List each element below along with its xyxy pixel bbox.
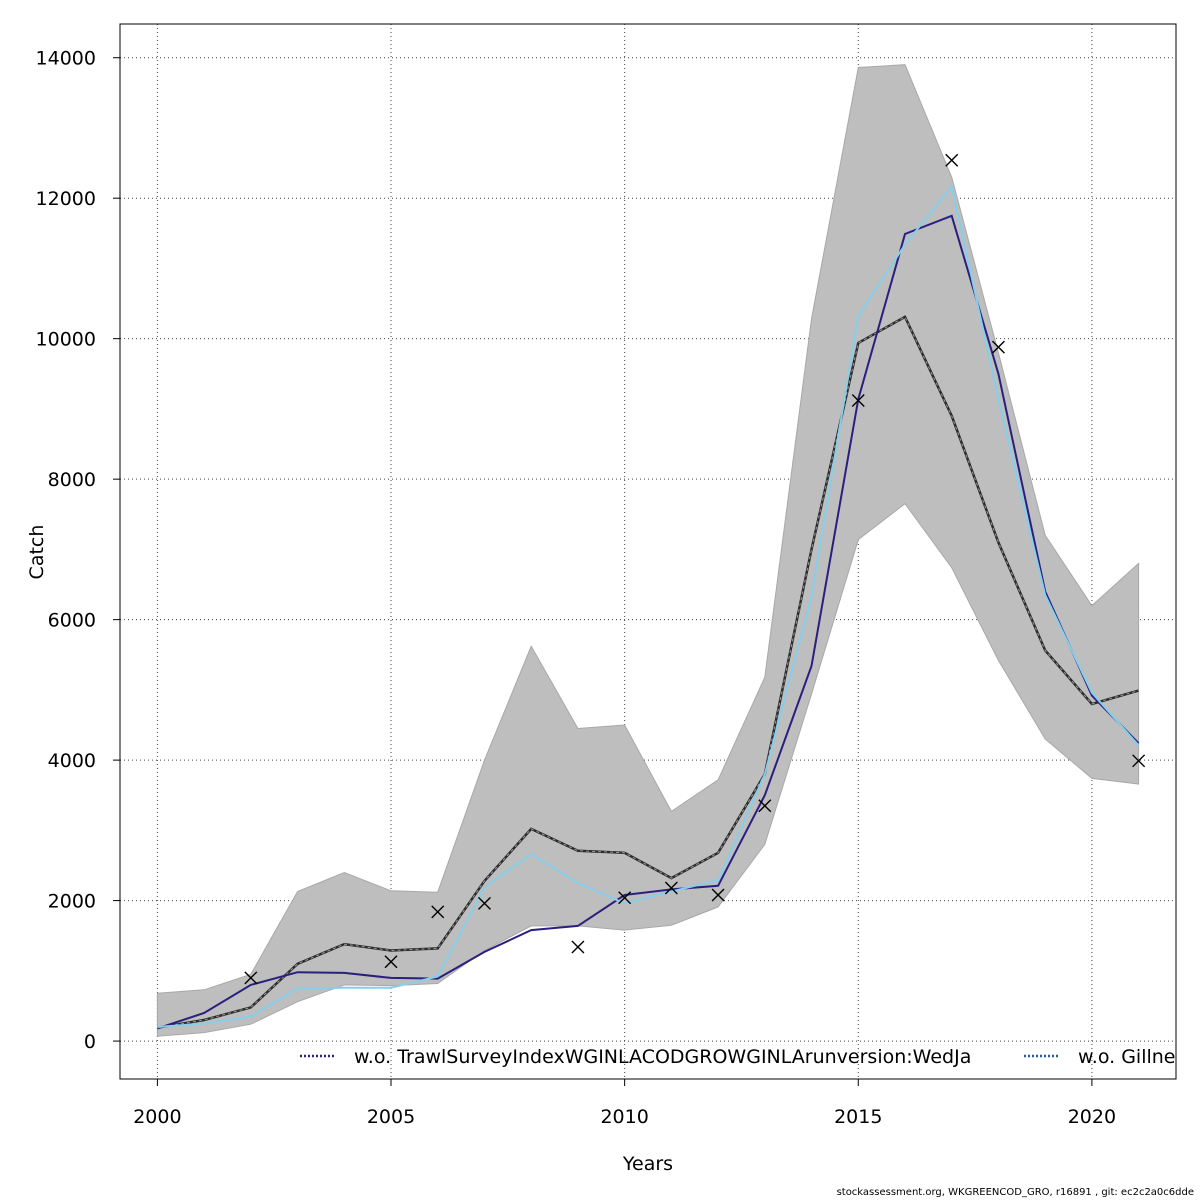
observation-point xyxy=(431,905,445,919)
legend-label: w.o. Gillne xyxy=(1078,1046,1176,1068)
observation-point xyxy=(384,955,398,969)
observation-points xyxy=(244,153,1146,985)
observation-point xyxy=(618,891,632,905)
y-tick-label: 4000 xyxy=(48,750,96,772)
y-tick-label: 12000 xyxy=(36,188,96,210)
y-tick-label: 0 xyxy=(84,1031,96,1053)
confidence-band-area xyxy=(156,64,1140,1037)
legend-item: w.o. TrawlSurveyIndexWGINLACODGROWGINLAr… xyxy=(300,1046,971,1068)
x-tick-label: 2020 xyxy=(1068,1106,1116,1128)
confidence-band xyxy=(156,64,1140,1037)
x-tick-label: 2015 xyxy=(834,1106,882,1128)
observation-point xyxy=(851,393,865,407)
observation-point xyxy=(711,888,725,902)
observation-point xyxy=(1132,754,1146,768)
observation-point xyxy=(244,971,258,985)
observation-point xyxy=(991,340,1005,354)
x-tick-label: 2010 xyxy=(600,1106,648,1128)
x-axis-label: Years xyxy=(622,1153,673,1175)
legend: w.o. TrawlSurveyIndexWGINLACODGROWGINLAr… xyxy=(300,1046,1176,1068)
y-tick-label: 6000 xyxy=(48,610,96,632)
y-tick-label: 14000 xyxy=(36,48,96,70)
legend-label: w.o. TrawlSurveyIndexWGINLACODGROWGINLAr… xyxy=(354,1046,971,1068)
series-lines xyxy=(157,184,1140,1030)
observation-point xyxy=(571,940,585,954)
observation-point xyxy=(758,799,772,813)
observation-point xyxy=(477,896,491,910)
x-axis: 2000 2005 2010 2015 2020 xyxy=(133,1078,1116,1128)
y-axis: 0 2000 4000 6000 8000 10000 12000 14000 xyxy=(36,48,121,1053)
series-line-estimate-dash xyxy=(157,316,1139,1029)
x-tick-label: 2005 xyxy=(367,1106,415,1128)
y-tick-label: 10000 xyxy=(36,329,96,351)
y-tick-label: 8000 xyxy=(48,469,96,491)
footer-credit: stockassessment.org, WKGREENCOD_GRO, r16… xyxy=(836,1187,1194,1198)
y-tick-label: 2000 xyxy=(48,891,96,913)
x-tick-label: 2000 xyxy=(133,1106,181,1128)
observation-point xyxy=(664,881,678,895)
series-line-gillnet xyxy=(157,184,1140,1028)
y-axis-label: Catch xyxy=(26,525,48,580)
legend-item: w.o. Gillne xyxy=(1024,1046,1176,1068)
observation-point xyxy=(945,153,959,167)
